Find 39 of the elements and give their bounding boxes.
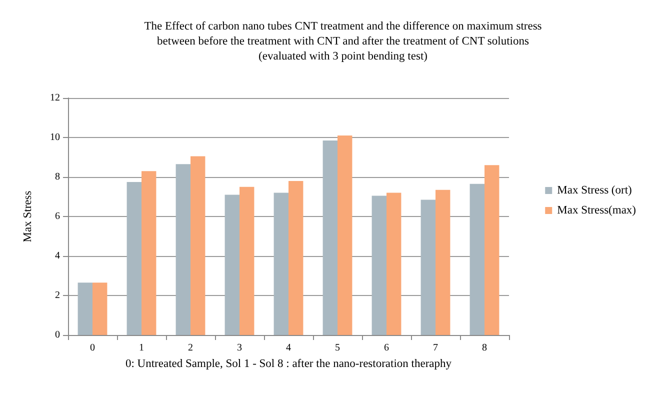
x-tick-label: 3 bbox=[237, 342, 242, 354]
bar bbox=[142, 171, 156, 335]
legend-label: Max Stress(max) bbox=[557, 204, 636, 216]
bar bbox=[288, 180, 304, 335]
legend-label: Max Stress (ort) bbox=[557, 184, 632, 196]
bar bbox=[470, 184, 484, 335]
bar bbox=[372, 196, 386, 335]
bar bbox=[338, 136, 352, 335]
y-tick-label: 0 bbox=[55, 330, 60, 340]
y-tick-label: 4 bbox=[55, 250, 60, 262]
y-tick-label: 12 bbox=[50, 92, 60, 104]
y-tick-label: 8 bbox=[55, 172, 60, 182]
bar bbox=[386, 192, 402, 335]
y-tick-label: 6 bbox=[55, 211, 60, 222]
chart-title: The Effect of carbon nano tubes CNT treatment and the difference on maximum stress between before the treatment with CNT and after the treatment of CNT solutions (evaluated with 3 point bending test) bbox=[144, 20, 542, 62]
y-tick-label: 2 bbox=[55, 290, 60, 301]
bar bbox=[126, 182, 142, 335]
bar bbox=[484, 165, 500, 335]
x-tick-label: 6 bbox=[384, 342, 389, 354]
bar bbox=[176, 164, 190, 335]
x-tick-label: 1 bbox=[139, 342, 144, 354]
bar bbox=[78, 282, 92, 335]
x-tick-label: 8 bbox=[482, 342, 487, 354]
bar bbox=[322, 140, 338, 335]
x-tick-label: 0 bbox=[90, 342, 95, 354]
x-axis-title: 0: Untreated Sample, Sol 1 - Sol 8 : after the nano-restoration theraphy bbox=[125, 358, 452, 370]
x-tick-label: 5 bbox=[335, 342, 340, 354]
bar bbox=[224, 194, 240, 335]
y-tick-label: 10 bbox=[50, 132, 60, 143]
bar bbox=[436, 190, 450, 335]
bar bbox=[92, 282, 108, 335]
bar bbox=[274, 192, 288, 335]
x-tick-label: 4 bbox=[286, 342, 291, 354]
bar bbox=[420, 200, 436, 335]
y-axis-title: Max Stress bbox=[22, 190, 34, 242]
bar bbox=[190, 156, 206, 335]
bar bbox=[240, 186, 254, 335]
x-tick-label: 7 bbox=[433, 342, 438, 354]
x-tick-label: 2 bbox=[188, 342, 193, 354]
